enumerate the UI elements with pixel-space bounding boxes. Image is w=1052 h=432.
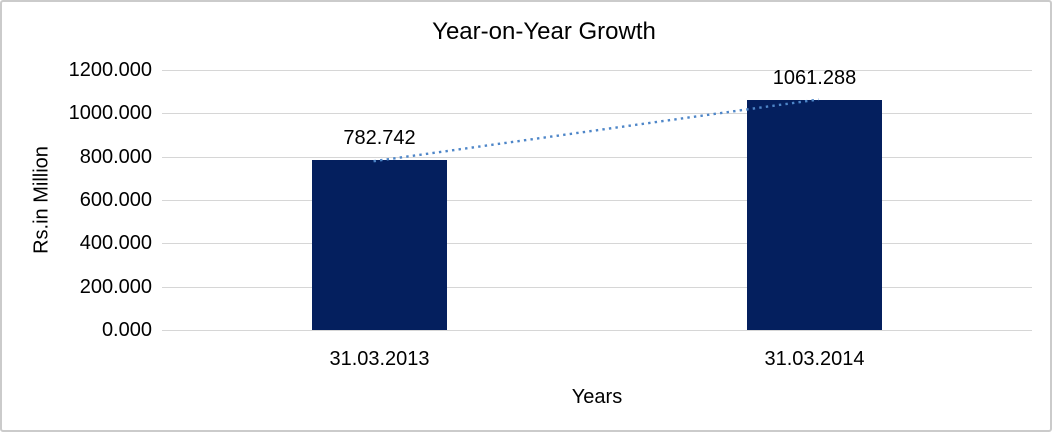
gridline	[162, 156, 1032, 158]
gridline	[162, 286, 1032, 288]
bar-value-label: 1061.288	[772, 67, 857, 90]
gridline	[162, 330, 1032, 331]
y-tick-label: 0.000	[101, 319, 152, 341]
y-tick-label: 1200.000	[68, 59, 152, 81]
x-category-label: 31.03.2013	[329, 348, 430, 370]
y-tick-label: 600.000	[79, 189, 152, 211]
bar	[747, 100, 882, 330]
y-tick-label: 800.000	[79, 145, 152, 168]
trendline	[373, 98, 819, 163]
x-category-label: 31.03.2014	[764, 348, 865, 370]
gridline	[162, 243, 1032, 245]
gridline	[162, 113, 1032, 115]
trendline-segment	[373, 98, 819, 163]
bar	[312, 160, 447, 330]
chart-title: Year-on-Year Growth	[432, 18, 656, 45]
plot-area: 782.742 1061.288	[162, 67, 1032, 331]
y-axis-tick-labels: 0.000 200.000 400.000 600.000 800.000 1000.00…	[2, 2, 152, 430]
y-tick-label: 1000.000	[68, 102, 152, 125]
gridline	[162, 70, 1032, 71]
y-tick-label: 200.000	[79, 275, 152, 298]
bar-value-label: 782.742	[343, 127, 416, 150]
gridline	[162, 200, 1032, 201]
x-axis-title: Years	[571, 386, 623, 408]
y-tick-label: 400.000	[79, 232, 152, 255]
